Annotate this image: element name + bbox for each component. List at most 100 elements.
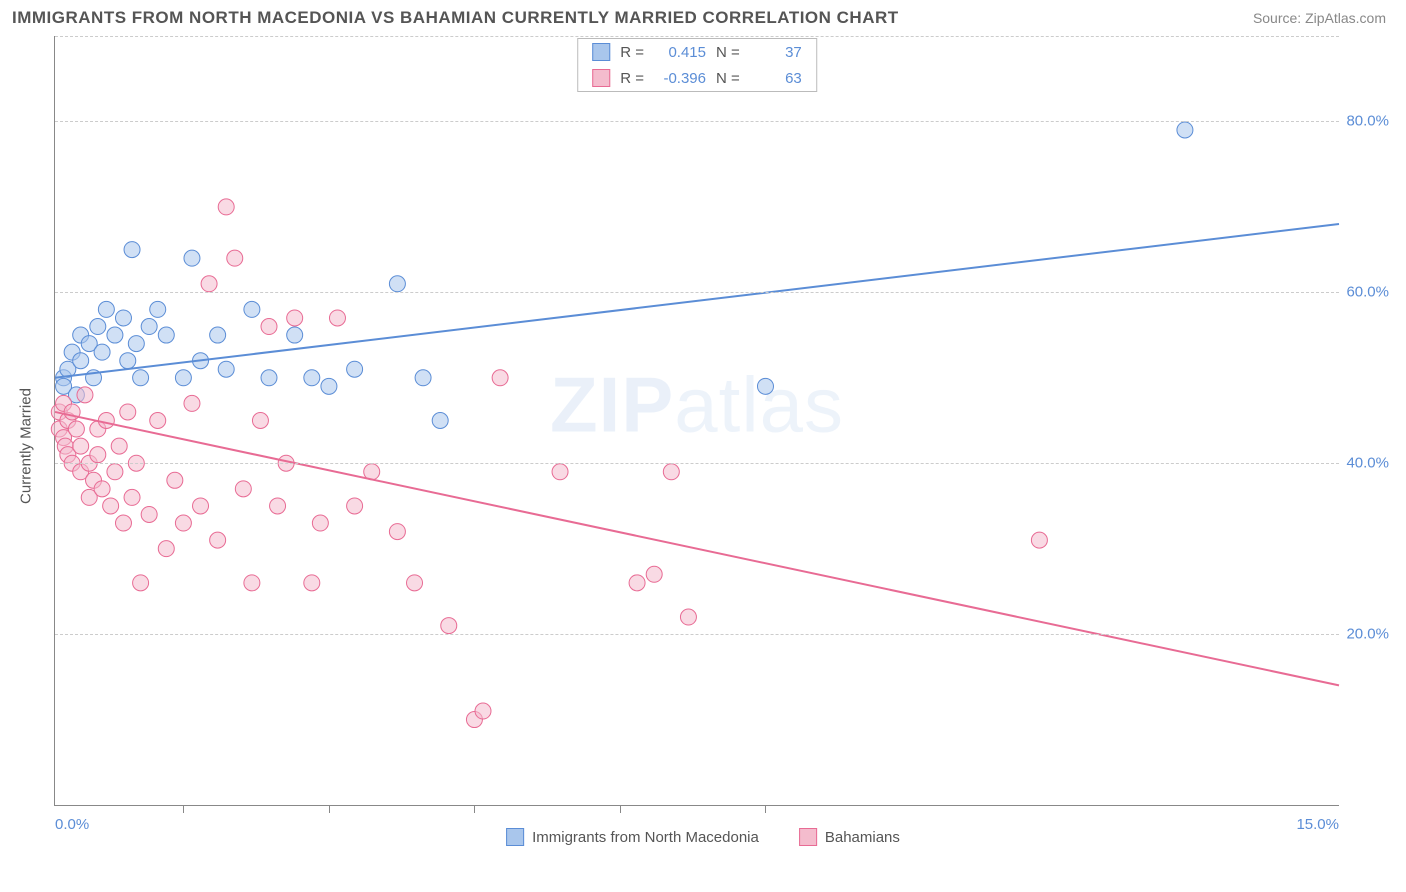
data-point xyxy=(218,361,234,377)
n-label: N = xyxy=(716,44,740,61)
n-label: N = xyxy=(716,70,740,87)
r-label: R = xyxy=(620,44,644,61)
trend-line xyxy=(55,224,1339,378)
data-point xyxy=(141,506,157,522)
data-point xyxy=(193,498,209,514)
data-point xyxy=(347,361,363,377)
data-point xyxy=(103,498,119,514)
data-point xyxy=(90,447,106,463)
data-point xyxy=(646,566,662,582)
data-point xyxy=(415,370,431,386)
data-point xyxy=(201,276,217,292)
data-point xyxy=(389,524,405,540)
data-point xyxy=(407,575,423,591)
data-point xyxy=(133,370,149,386)
y-axis-title: Currently Married xyxy=(18,388,35,504)
source-link[interactable]: ZipAtlas.com xyxy=(1305,10,1386,26)
r-value-1: 0.415 xyxy=(654,44,706,61)
chart-container: Currently Married ZIPatlas R = 0.415 N =… xyxy=(12,36,1394,856)
data-point xyxy=(261,319,277,335)
data-point xyxy=(184,250,200,266)
data-point xyxy=(167,472,183,488)
data-point xyxy=(107,327,123,343)
x-tick xyxy=(620,805,621,813)
x-tick xyxy=(183,805,184,813)
data-point xyxy=(115,515,131,531)
data-point xyxy=(321,378,337,394)
data-point xyxy=(270,498,286,514)
gridline-h xyxy=(55,36,1339,37)
gridline-h xyxy=(55,463,1339,464)
x-tick xyxy=(474,805,475,813)
legend-row: R = 0.415 N = 37 xyxy=(578,39,816,65)
r-label: R = xyxy=(620,70,644,87)
data-point xyxy=(432,413,448,429)
data-point xyxy=(441,618,457,634)
data-point xyxy=(94,344,110,360)
data-point xyxy=(158,327,174,343)
data-point xyxy=(210,532,226,548)
source-label: Source: xyxy=(1253,10,1301,26)
data-point xyxy=(158,541,174,557)
data-point xyxy=(218,199,234,215)
data-point xyxy=(244,301,260,317)
data-point xyxy=(287,310,303,326)
y-tick-label: 80.0% xyxy=(1346,113,1389,130)
data-point xyxy=(235,481,251,497)
data-point xyxy=(252,413,268,429)
data-point xyxy=(73,438,89,454)
data-point xyxy=(1177,122,1193,138)
swatch-series-2 xyxy=(799,828,817,846)
swatch-series-2 xyxy=(592,69,610,87)
correlation-legend: R = 0.415 N = 37 R = -0.396 N = 63 xyxy=(577,38,817,92)
y-tick-label: 20.0% xyxy=(1346,626,1389,643)
data-point xyxy=(629,575,645,591)
data-point xyxy=(757,378,773,394)
data-point xyxy=(115,310,131,326)
data-point xyxy=(261,370,277,386)
data-point xyxy=(141,319,157,335)
gridline-h xyxy=(55,121,1339,122)
data-point xyxy=(98,301,114,317)
data-point xyxy=(68,421,84,437)
y-tick-label: 60.0% xyxy=(1346,284,1389,301)
trend-line xyxy=(55,412,1339,685)
data-point xyxy=(128,336,144,352)
data-point xyxy=(244,575,260,591)
data-point xyxy=(475,703,491,719)
series-legend: Immigrants from North Macedonia Bahamian… xyxy=(506,828,900,846)
data-point xyxy=(175,370,191,386)
data-point xyxy=(347,498,363,514)
source-credit: Source: ZipAtlas.com xyxy=(1253,10,1386,26)
data-point xyxy=(94,481,110,497)
data-point xyxy=(389,276,405,292)
data-point xyxy=(287,327,303,343)
data-point xyxy=(150,301,166,317)
gridline-h xyxy=(55,292,1339,293)
x-tick xyxy=(765,805,766,813)
chart-title: IMMIGRANTS FROM NORTH MACEDONIA VS BAHAM… xyxy=(12,8,899,28)
data-point xyxy=(150,413,166,429)
data-point xyxy=(680,609,696,625)
y-tick-label: 40.0% xyxy=(1346,455,1389,472)
data-point xyxy=(120,353,136,369)
data-point xyxy=(77,387,93,403)
data-point xyxy=(312,515,328,531)
data-point xyxy=(210,327,226,343)
data-point xyxy=(227,250,243,266)
x-tick-label: 15.0% xyxy=(1296,816,1339,833)
data-point xyxy=(184,395,200,411)
n-value-1: 37 xyxy=(750,44,802,61)
data-point xyxy=(111,438,127,454)
data-point xyxy=(107,464,123,480)
data-point xyxy=(98,413,114,429)
swatch-series-1 xyxy=(592,43,610,61)
data-point xyxy=(304,370,320,386)
plot-area: ZIPatlas R = 0.415 N = 37 R = -0.396 N =… xyxy=(54,36,1339,806)
data-point xyxy=(304,575,320,591)
data-point xyxy=(552,464,568,480)
data-point xyxy=(663,464,679,480)
x-tick-label: 0.0% xyxy=(55,816,89,833)
legend-item: Immigrants from North Macedonia xyxy=(506,828,759,846)
data-point xyxy=(90,319,106,335)
